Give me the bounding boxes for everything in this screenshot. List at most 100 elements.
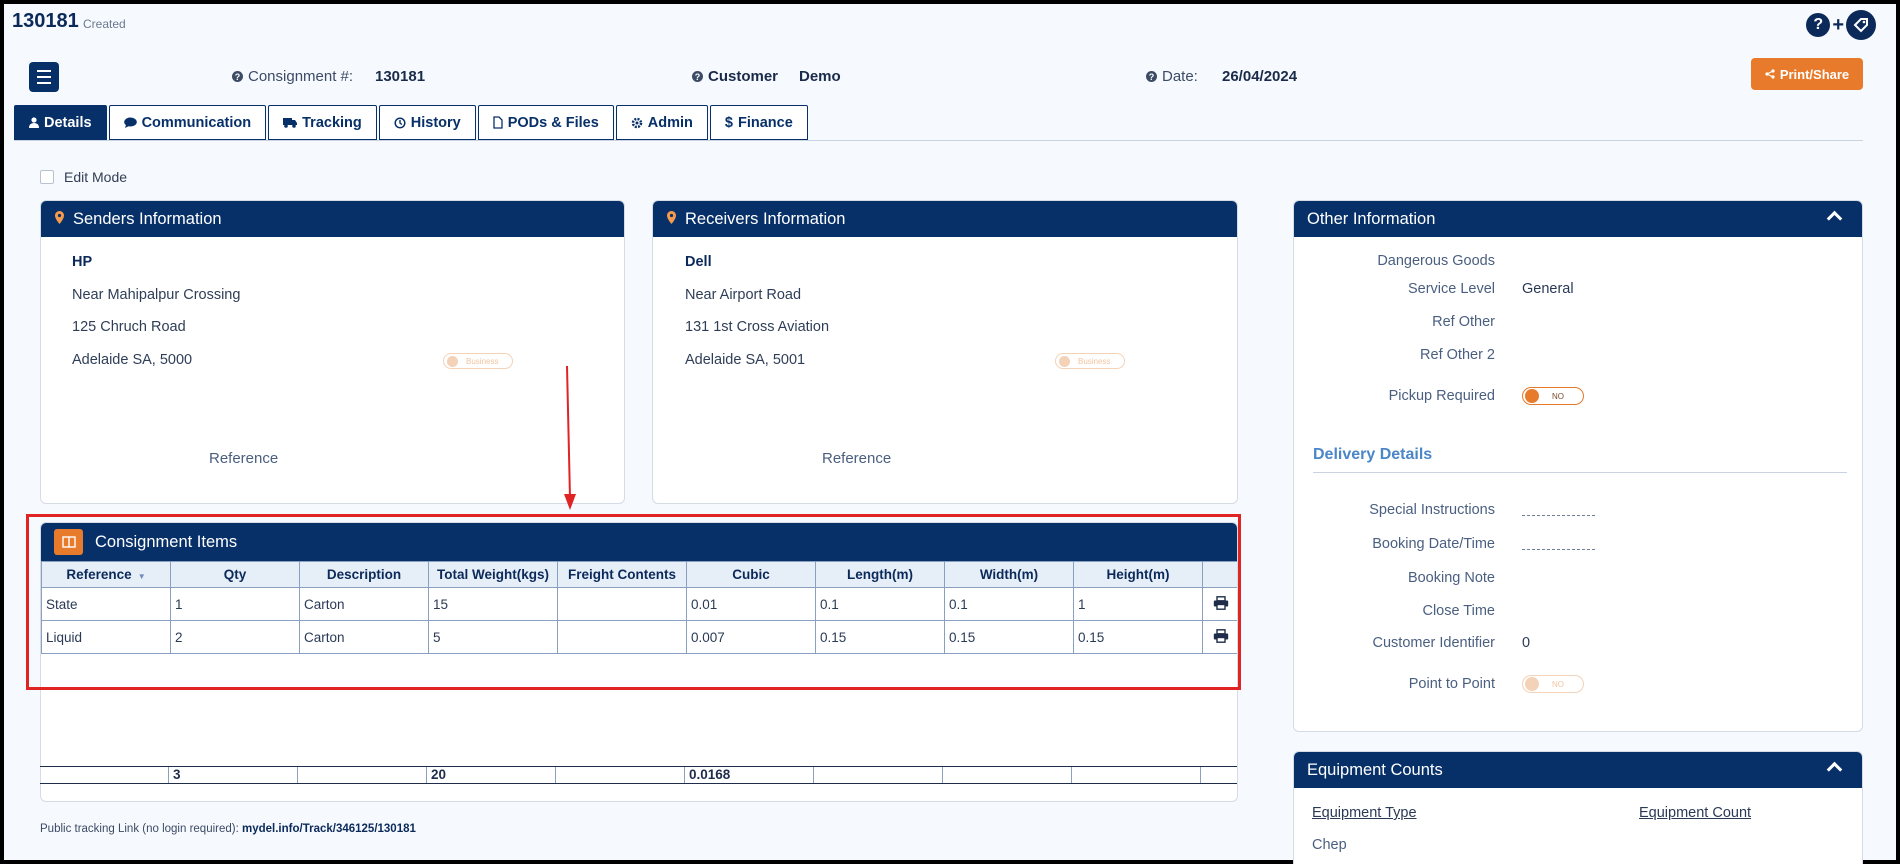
sort-caret-icon[interactable]: ▼ — [137, 572, 146, 581]
special-instructions-field[interactable] — [1522, 507, 1595, 516]
share-icon — [1765, 69, 1775, 79]
booking-note-row: Booking Note — [1294, 570, 1522, 586]
map-marker-icon — [55, 211, 64, 227]
question-icon: ? — [692, 71, 703, 82]
tag-icon[interactable] — [1846, 10, 1876, 40]
receiver-address-line3: Adelaide SA, 5001 — [685, 352, 806, 368]
senders-card: Senders Information HP Near Mahipalpur C… — [40, 200, 625, 504]
gear-icon — [631, 117, 643, 128]
receivers-title: Receivers Information — [685, 209, 846, 228]
print-share-button[interactable]: Print/Share — [1751, 58, 1863, 90]
total-qty: 3 — [169, 767, 298, 783]
tab-admin[interactable]: Admin — [615, 105, 708, 140]
point-to-point-label: Point to Point — [1408, 676, 1495, 692]
other-information-header[interactable]: Other Information — [1294, 201, 1862, 237]
public-link-url[interactable]: mydel.info/Track/346125/130181 — [242, 823, 416, 835]
chevron-up-icon[interactable] — [1826, 210, 1843, 227]
tab-finance[interactable]: $ Finance — [709, 105, 808, 140]
booking-note-label: Booking Note — [1407, 570, 1495, 586]
print-icon[interactable] — [1213, 595, 1229, 610]
question-icon: ? — [1146, 71, 1157, 82]
column-header-cubic[interactable]: Cubic — [686, 561, 816, 588]
tab-pods-files[interactable]: PODs & Files — [477, 105, 614, 140]
table-row[interactable]: Liquid 2 Carton 5 0.007 0.15 0.15 0.15 — [41, 620, 1237, 654]
consignment-items-card: Consignment Items Reference ▼ Qty Descrip… — [40, 522, 1238, 802]
tab-divider — [14, 140, 1863, 141]
equipment-counts-header[interactable]: Equipment Counts — [1294, 752, 1862, 788]
close-time-row: Close Time — [1294, 603, 1522, 619]
equipment-count-header[interactable]: Equipment Count — [1639, 805, 1752, 821]
menu-button[interactable] — [29, 62, 59, 92]
column-header-freight-contents[interactable]: Freight Contents — [557, 561, 687, 588]
consignment-number-label: ? Consignment #: — [232, 68, 353, 85]
file-icon — [493, 116, 503, 129]
consignment-items-title: Consignment Items — [95, 532, 238, 551]
tab-tracking[interactable]: Tracking — [268, 105, 377, 140]
cell-cubic: 0.007 — [686, 620, 816, 654]
history-icon — [394, 116, 406, 129]
receiver-address-line1: Near Airport Road — [685, 287, 802, 303]
total-width — [943, 767, 1072, 783]
tab-history[interactable]: History — [378, 105, 476, 140]
column-header-reference[interactable]: Reference ▼ — [41, 561, 171, 588]
consignment-number-value: 130181 — [375, 68, 426, 85]
sender-address-line1: Near Mahipalpur Crossing — [72, 287, 241, 303]
cell-length: 0.15 — [815, 620, 945, 654]
service-level-value: General — [1522, 281, 1574, 297]
user-icon — [29, 117, 39, 128]
receiver-reference-label: Reference — [822, 450, 892, 467]
chevron-up-icon[interactable] — [1826, 761, 1843, 778]
total-actions — [1201, 767, 1236, 783]
cell-print — [1202, 587, 1237, 621]
receivers-card: Receivers Information Dell Near Airport … — [652, 200, 1238, 504]
customer-identifier-value: 0 — [1522, 635, 1531, 651]
consignment-id-title: 130181 — [12, 10, 79, 32]
sender-name: HP — [72, 254, 93, 270]
special-instructions-label: Special Instructions — [1369, 502, 1495, 518]
total-reference — [40, 767, 169, 783]
help-icon[interactable]: ? — [1806, 13, 1831, 37]
question-icon: ? — [232, 71, 243, 82]
table-row[interactable]: State 1 Carton 15 0.01 0.1 0.1 1 — [41, 587, 1237, 621]
cell-description: Carton — [299, 620, 429, 654]
receiver-business-toggle[interactable]: Business — [1055, 353, 1125, 369]
print-icon[interactable] — [1213, 628, 1229, 643]
edit-mode-toggle[interactable]: Edit Mode — [40, 169, 127, 185]
table-header-row: Reference ▼ Qty Description Total Weight(… — [41, 561, 1237, 588]
total-freight — [556, 767, 685, 783]
customer-value: Demo — [799, 68, 841, 85]
sender-address-line2: 125 Chruch Road — [72, 319, 186, 335]
cell-qty: 2 — [170, 620, 300, 654]
receiver-name: Dell — [685, 254, 712, 270]
customer-label: ? Customer — [692, 68, 778, 85]
edit-mode-checkbox[interactable] — [40, 170, 54, 184]
special-instructions-row: Special Instructions — [1294, 502, 1595, 518]
point-to-point-toggle[interactable]: NO — [1522, 675, 1584, 693]
sender-business-toggle[interactable]: Business — [443, 353, 513, 369]
column-header-description[interactable]: Description — [299, 561, 429, 588]
column-header-width[interactable]: Width(m) — [944, 561, 1074, 588]
ref-other-row: Ref Other — [1294, 314, 1522, 330]
column-header-qty[interactable]: Qty — [170, 561, 300, 588]
annotation-arrow — [564, 365, 576, 510]
pickup-required-toggle[interactable]: NO — [1522, 387, 1584, 405]
booking-datetime-field[interactable] — [1522, 541, 1595, 550]
plus-icon[interactable]: + — [1832, 14, 1844, 36]
map-marker-icon — [667, 211, 676, 227]
column-header-height[interactable]: Height(m) — [1073, 561, 1203, 588]
equipment-type-header[interactable]: Equipment Type — [1312, 805, 1417, 821]
ref-other-label: Ref Other — [1432, 314, 1495, 330]
cell-length: 0.1 — [815, 587, 945, 621]
tab-communication[interactable]: Communication — [108, 105, 267, 140]
total-weight: 20 — [427, 767, 556, 783]
column-header-length[interactable]: Length(m) — [815, 561, 945, 588]
booking-datetime-row: Booking Date/Time — [1294, 536, 1595, 552]
dangerous-goods-label: Dangerous Goods — [1377, 253, 1495, 269]
column-header-total-weight[interactable]: Total Weight(kgs) — [428, 561, 558, 588]
cell-height: 0.15 — [1073, 620, 1203, 654]
senders-title: Senders Information — [73, 209, 222, 228]
service-level-label: Service Level — [1407, 281, 1495, 297]
consignment-items-table: Reference ▼ Qty Description Total Weight(… — [41, 561, 1237, 654]
cell-width: 0.1 — [944, 587, 1074, 621]
tab-details[interactable]: Details — [14, 105, 107, 140]
